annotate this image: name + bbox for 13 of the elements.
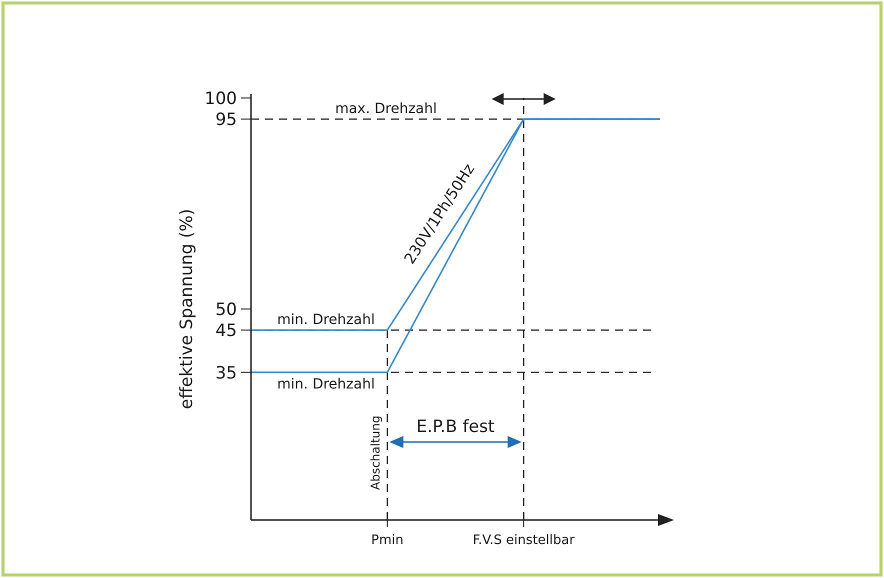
y-tick-label: 95: [215, 110, 237, 130]
y-tick-label: 50: [215, 300, 237, 320]
ref-line-label: Abschaltung: [368, 415, 382, 490]
ref-line-label: max. Drehzahl: [335, 101, 437, 118]
y-tick-label: 45: [215, 321, 237, 342]
annotation: E.P.B fest: [416, 417, 495, 437]
y-axis-title: effektive Spannung (%): [177, 208, 197, 410]
ref-line-label: min. Drehzahl: [277, 376, 375, 392]
y-tick-label: 100: [204, 88, 237, 109]
x-tick-label: Pmin: [371, 533, 404, 548]
ref-line-label: min. Drehzahl: [277, 312, 375, 328]
x-tick-label: F.V.S einstellbar: [472, 533, 576, 548]
y-tick-label: 35: [215, 363, 237, 384]
